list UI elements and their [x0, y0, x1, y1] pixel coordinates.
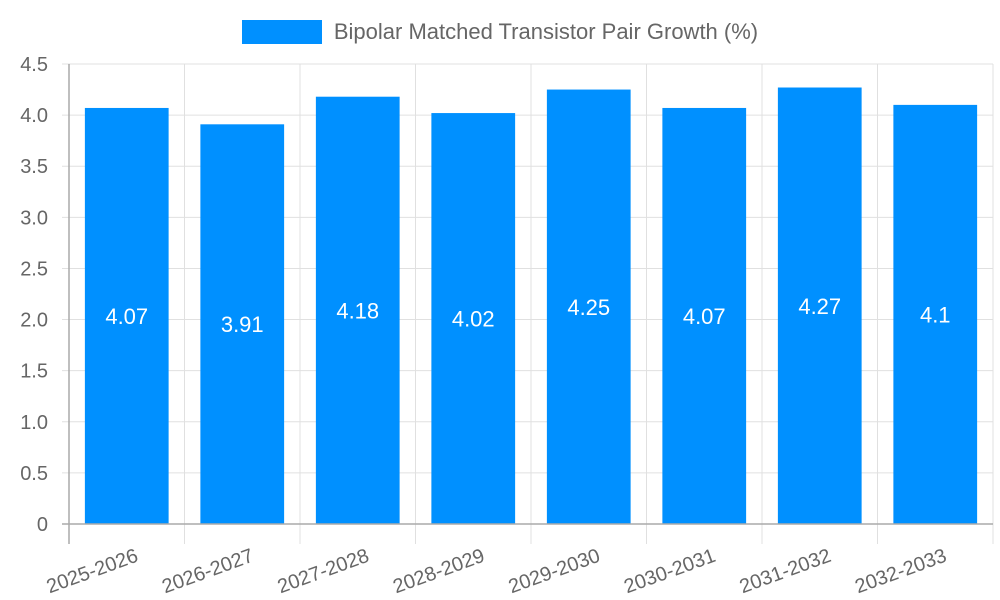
bar[interactable] [546, 89, 631, 525]
chart-axes [62, 64, 993, 544]
x-tick-label: 2031-2032 [737, 545, 834, 598]
y-tick-label: 2.0 [20, 310, 48, 332]
bar[interactable] [777, 87, 862, 524]
y-tick-label: 4.5 [20, 54, 48, 76]
x-tick-label: 2032-2033 [852, 545, 949, 598]
y-tick-label: 2.5 [20, 258, 48, 280]
bar[interactable] [893, 104, 978, 524]
bar-value-label: 4.1 [920, 302, 951, 327]
x-axis-tick-labels: 2025-2026 2026-2027 2027-2028 2028-2029 2029… [44, 545, 950, 598]
y-tick-label: 3.0 [20, 207, 48, 229]
y-tick-label: 0 [37, 514, 48, 536]
bar-value-label: 4.07 [683, 304, 726, 329]
bar[interactable] [84, 107, 169, 524]
bar[interactable] [662, 107, 747, 524]
y-tick-label: 4.0 [20, 105, 48, 127]
y-axis-tick-labels: 0 0.5 1.0 1.5 2.0 2.5 3.0 3.5 4.0 4.5 [20, 54, 48, 536]
bar-value-label: 4.02 [452, 307, 495, 332]
x-tick-label: 2026-2027 [159, 545, 256, 598]
x-tick-label: 2029-2030 [506, 545, 603, 598]
legend-swatch[interactable] [241, 20, 322, 44]
bar-value-label: 3.91 [221, 312, 264, 337]
bar[interactable] [315, 96, 400, 524]
x-tick-label: 2025-2026 [44, 545, 141, 598]
chart-bars [84, 87, 978, 525]
y-tick-label: 0.5 [20, 463, 48, 485]
legend-label: Bipolar Matched Transistor Pair Growth (… [333, 19, 759, 44]
bar[interactable] [431, 113, 516, 525]
bar-value-label: 4.07 [105, 304, 148, 329]
x-tick-label: 2030-2031 [621, 545, 718, 598]
x-tick-label: 2027-2028 [275, 545, 372, 598]
bar-value-label: 4.18 [336, 298, 379, 323]
bar[interactable] [200, 124, 285, 525]
bar-value-label: 4.25 [567, 295, 610, 320]
bar-value-label: 4.27 [798, 294, 841, 319]
bar-data-labels: 4.07 3.91 4.18 4.02 4.25 4.07 4.27 4.1 [105, 294, 950, 337]
y-tick-label: 3.5 [20, 156, 48, 178]
x-tick-label: 2028-2029 [390, 545, 487, 598]
y-tick-label: 1.0 [20, 412, 48, 434]
chart-legend: Bipolar Matched Transistor Pair Growth (… [0, 19, 1000, 45]
y-tick-label: 1.5 [20, 361, 48, 383]
